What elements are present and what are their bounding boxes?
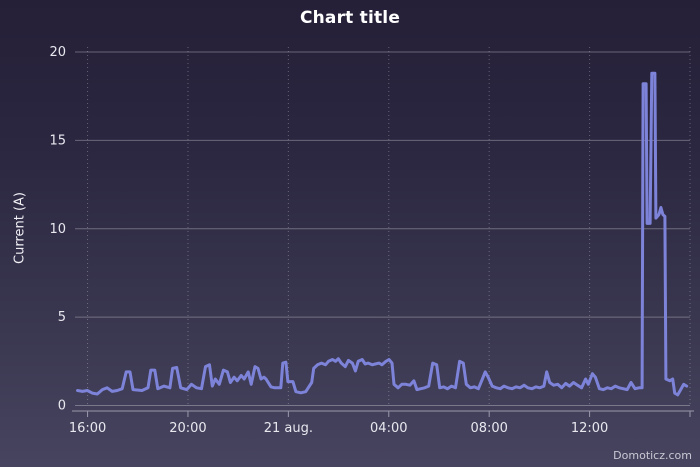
y-tick-label: 20 bbox=[49, 45, 66, 60]
x-tick-label: 21 aug. bbox=[264, 421, 313, 436]
x-tick-label: 16:00 bbox=[69, 421, 106, 436]
credits-link[interactable]: Domoticz.com bbox=[613, 449, 692, 462]
x-tick-label: 20:00 bbox=[169, 421, 206, 436]
y-tick-label: 10 bbox=[49, 222, 66, 237]
y-tick-label: 0 bbox=[58, 399, 66, 414]
x-tick-label: 12:00 bbox=[571, 421, 608, 436]
y-tick-label: 5 bbox=[58, 310, 66, 325]
y-tick-label: 15 bbox=[49, 133, 66, 148]
current-series-line[interactable] bbox=[76, 71, 689, 397]
x-tick-label: 04:00 bbox=[370, 421, 407, 436]
y-axis-title: Current (A) bbox=[12, 192, 28, 264]
x-tick-label: 08:00 bbox=[470, 421, 507, 436]
chart-title: Chart title bbox=[299, 8, 401, 28]
